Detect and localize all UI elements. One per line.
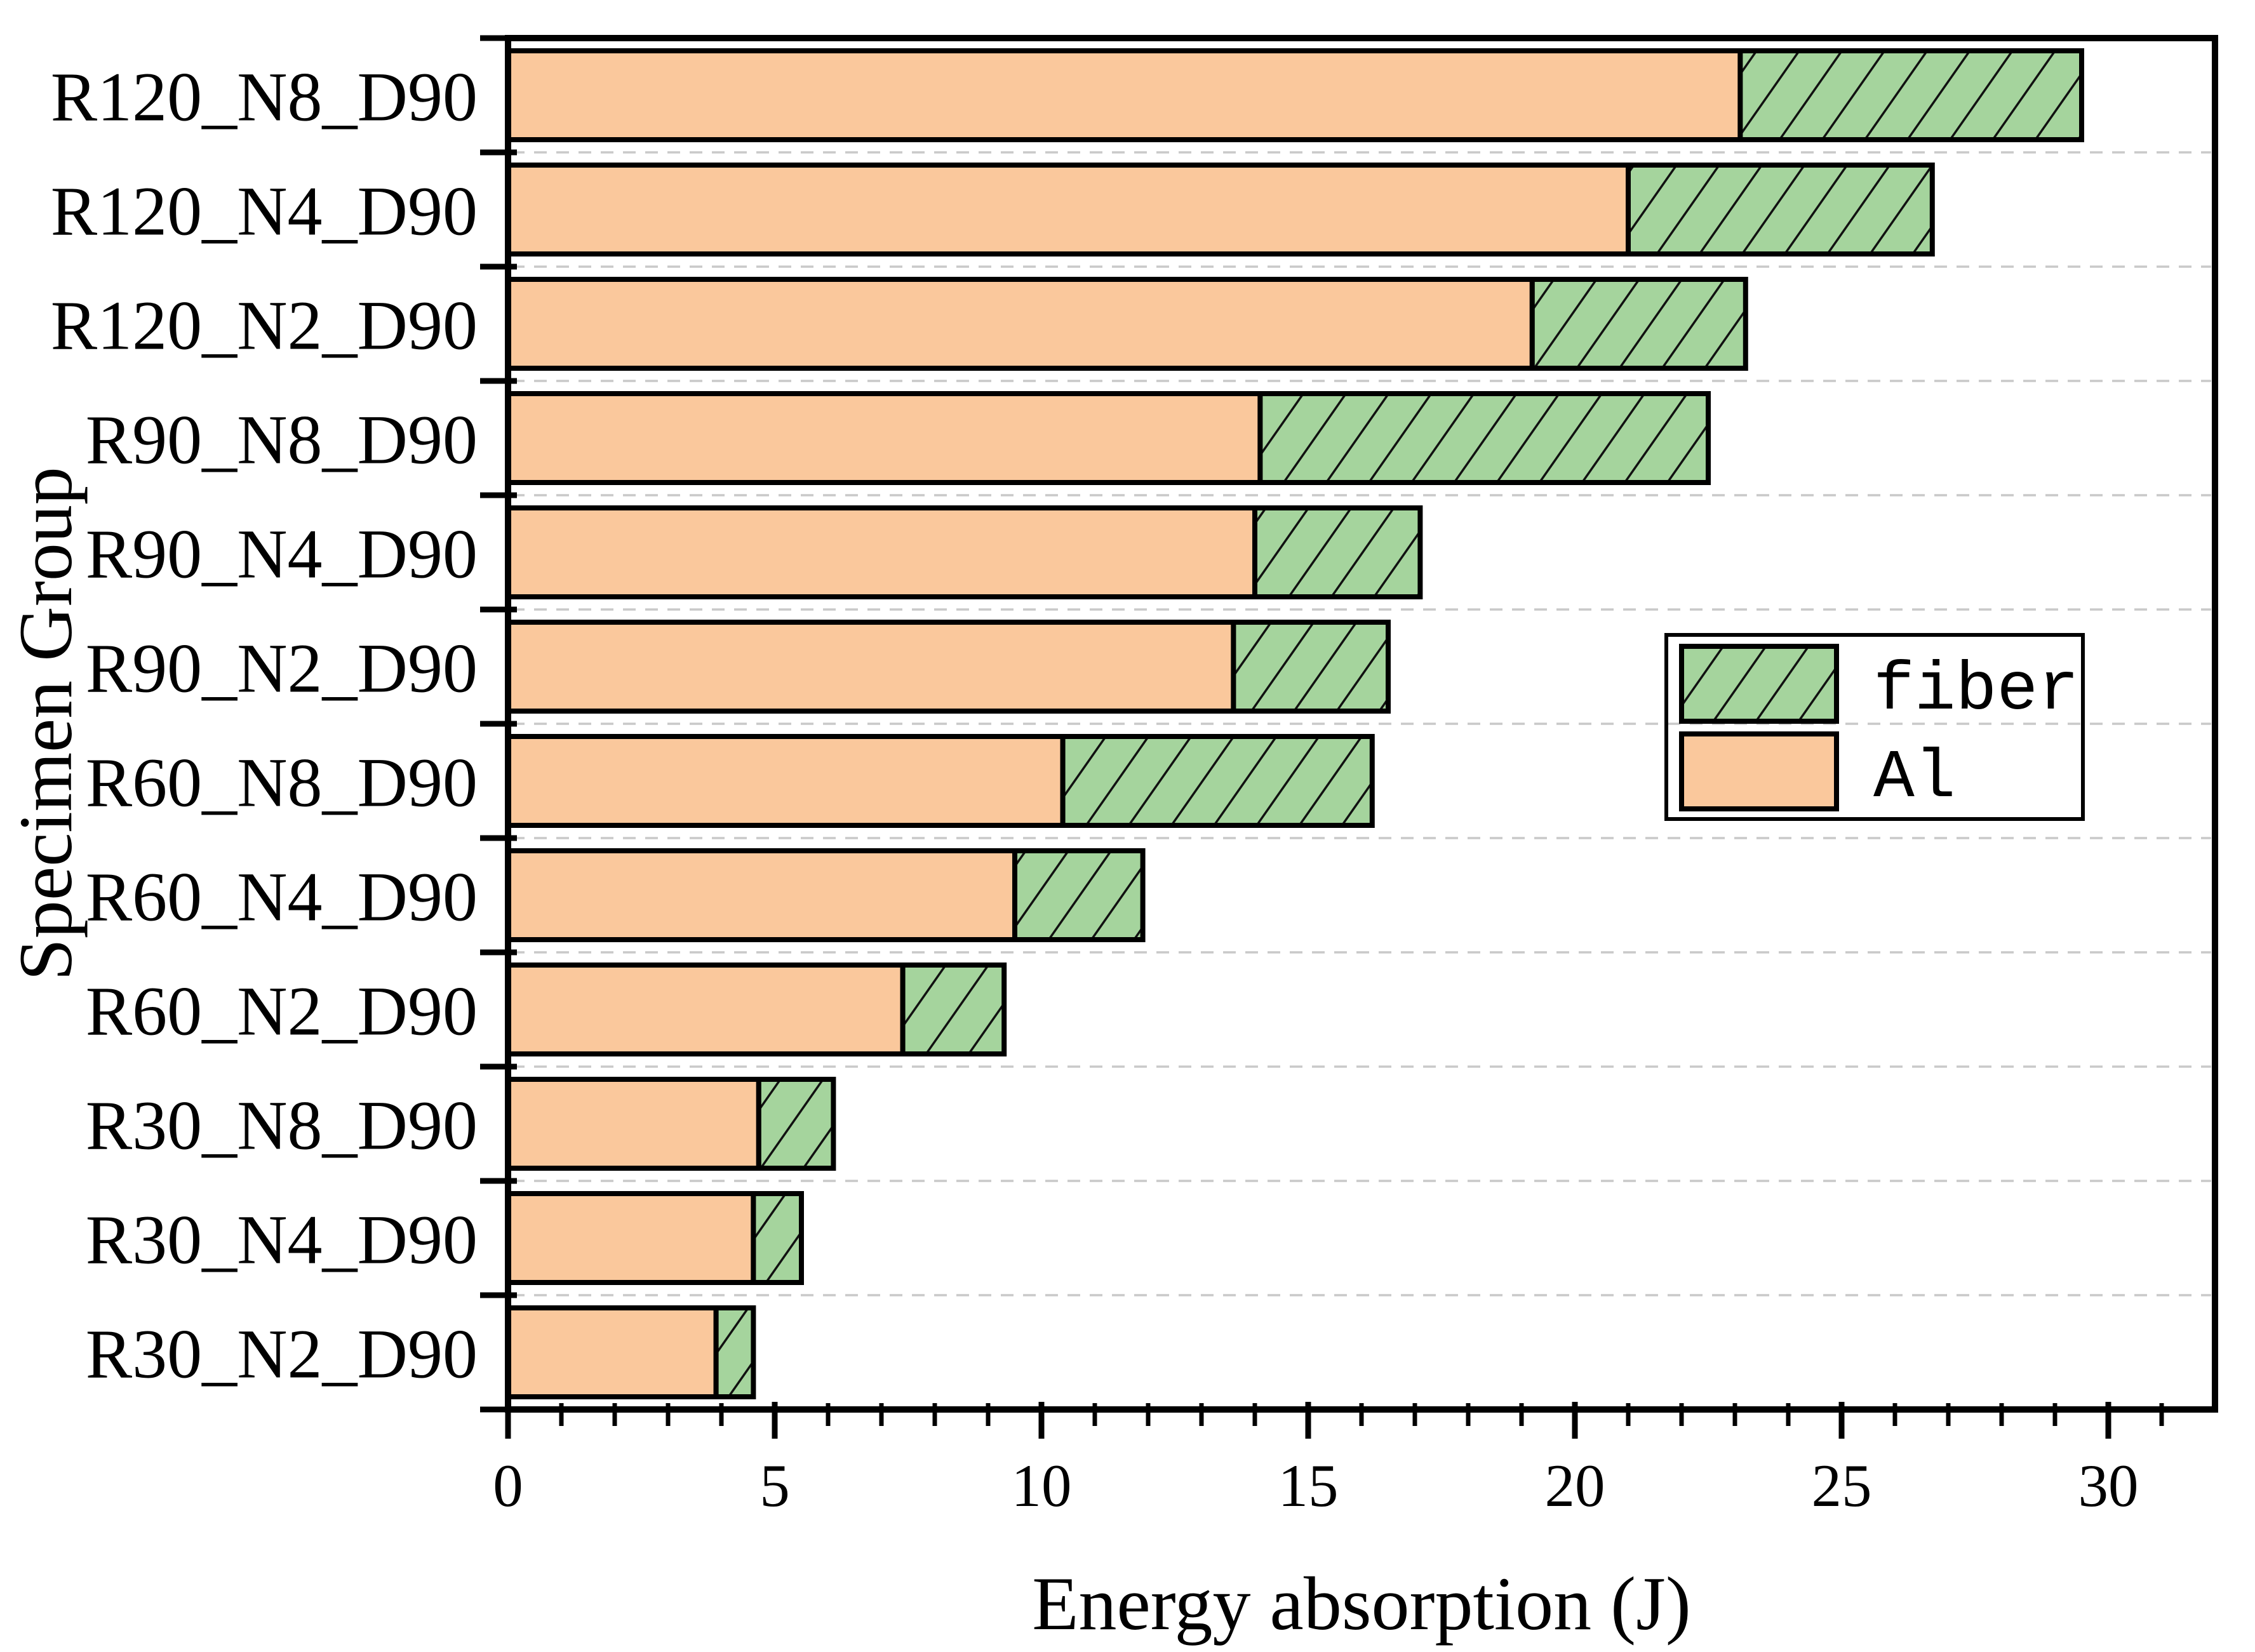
legend-item-al: Al: [1679, 731, 1956, 817]
bar-segment-fiber: [713, 1305, 756, 1399]
legend-swatch: [1679, 644, 1839, 724]
bar-segment-al: [505, 963, 906, 1056]
category-label: R60_N4_D90: [86, 858, 478, 936]
bar-segment-fiber: [1060, 734, 1375, 828]
category-label: R30_N2_D90: [86, 1316, 478, 1393]
bar-segment-al: [505, 277, 1535, 371]
category-label: R120_N8_D90: [51, 58, 478, 136]
bar-segment-fiber: [1626, 163, 1935, 256]
category-label: R120_N2_D90: [51, 287, 478, 364]
bar-segment-al: [505, 1305, 719, 1399]
y-axis: R120_N8_D90 R120_N4_D90 R120_N2_D90 R90_N8_…: [3, 35, 517, 1413]
x-axis: 0 5 10 15 20 25 30 Energy absorption (J): [493, 1402, 2164, 1646]
bar-segment-fiber: [1257, 391, 1711, 485]
bar-segment-fiber: [1231, 620, 1391, 714]
bar-segment-al: [505, 391, 1263, 485]
x-tick-label: 5: [759, 1452, 790, 1519]
bars: [505, 48, 2084, 1399]
category-label: R90_N4_D90: [86, 516, 478, 593]
bar-segment-al: [505, 734, 1066, 828]
bar-segment-fiber: [756, 1077, 836, 1171]
bar-segment-al: [505, 1077, 761, 1171]
bar-segment-fiber: [1529, 277, 1748, 371]
x-tick-label: 20: [1545, 1452, 1605, 1519]
category-label: R30_N8_D90: [86, 1087, 478, 1164]
category-label: R30_N4_D90: [86, 1201, 478, 1279]
bar-segment-al: [505, 48, 1743, 142]
legend-swatch: [1679, 731, 1839, 811]
bar-segment-fiber: [1012, 848, 1146, 942]
bar-segment-al: [505, 620, 1236, 714]
category-label: R60_N8_D90: [86, 744, 478, 822]
legend: fiber Al: [1664, 633, 2085, 821]
bar-segment-fiber: [1252, 505, 1423, 599]
category-label: R60_N2_D90: [86, 973, 478, 1050]
legend-label: fiber: [1873, 652, 2079, 729]
x-tick-label: 25: [1812, 1452, 1872, 1519]
legend-label: Al: [1873, 740, 1956, 817]
y-axis-title: Specimen Group: [3, 467, 88, 981]
category-label: R120_N4_D90: [51, 173, 478, 250]
legend-border: [1664, 633, 2085, 821]
bar-segment-al: [505, 1191, 756, 1285]
x-axis-title: Energy absorption (J): [1032, 1561, 1691, 1646]
category-label: R90_N8_D90: [86, 401, 478, 479]
bar-segment-fiber: [900, 963, 1007, 1056]
x-tick-label: 30: [2078, 1452, 2139, 1519]
bar-segment-fiber: [1737, 48, 2084, 142]
legend-item-fiber: fiber: [1679, 644, 2079, 729]
category-label: R90_N2_D90: [86, 630, 478, 707]
gridlines: [512, 151, 2211, 1296]
x-tick-label: 0: [493, 1452, 523, 1519]
x-tick-label: 15: [1278, 1452, 1339, 1519]
x-tick-label: 10: [1012, 1452, 1072, 1519]
bar-segment-fiber: [751, 1191, 805, 1285]
bar-segment-al: [505, 848, 1017, 942]
bar-segment-al: [505, 163, 1631, 256]
bar-segment-al: [505, 505, 1257, 599]
